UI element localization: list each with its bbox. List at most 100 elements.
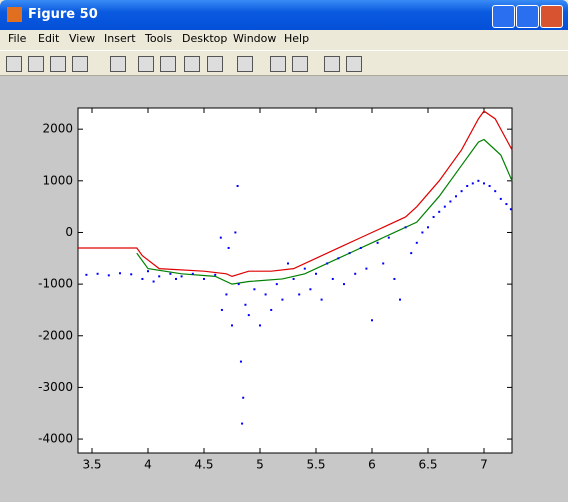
data-point <box>343 283 345 286</box>
y-tick-label: 2000 <box>42 122 73 136</box>
axes <box>77 107 513 454</box>
data-point <box>382 262 385 265</box>
data-point <box>387 236 390 239</box>
data-point <box>141 277 144 280</box>
tool-icon[interactable] <box>184 56 200 72</box>
data-point <box>309 288 312 291</box>
data-point <box>264 293 267 296</box>
data-point <box>119 272 121 275</box>
data-point <box>225 293 228 296</box>
tool-icon[interactable] <box>110 56 126 72</box>
data-point <box>354 272 357 275</box>
data-point <box>130 273 133 276</box>
data-point <box>180 275 183 278</box>
data-point <box>147 270 149 273</box>
data-point <box>219 236 222 239</box>
data-point <box>169 272 172 275</box>
data-point <box>315 272 317 275</box>
y-tick-label: -1000 <box>38 277 73 291</box>
tool-icon[interactable] <box>324 56 340 72</box>
menu-item[interactable]: Help <box>284 32 310 45</box>
data-point <box>410 252 413 255</box>
menu-item[interactable]: View <box>69 32 96 45</box>
menu-item[interactable]: Desktop <box>182 32 228 45</box>
data-point <box>152 280 155 283</box>
menu-item[interactable]: Tools <box>145 32 173 45</box>
tool-icon[interactable] <box>237 56 253 72</box>
x-tick-label: 4 <box>144 458 152 472</box>
data-point <box>241 422 244 425</box>
data-point <box>107 274 110 277</box>
window-title: Figure 50 <box>28 7 98 22</box>
data-point <box>253 288 256 291</box>
data-point <box>393 277 396 280</box>
data-point <box>231 324 233 327</box>
data-point <box>359 246 362 249</box>
y-tick-label: -4000 <box>38 432 73 446</box>
data-point <box>432 215 435 218</box>
menu-item[interactable]: File <box>8 32 27 45</box>
minimize-button[interactable] <box>492 5 515 28</box>
tool-icon[interactable] <box>292 56 308 72</box>
maximize-button[interactable] <box>516 5 539 28</box>
data-point <box>466 184 469 187</box>
data-point <box>415 241 418 244</box>
data-point <box>499 197 502 200</box>
data-point <box>270 308 273 311</box>
data-point <box>244 303 247 306</box>
menu-item[interactable]: Window <box>233 32 277 45</box>
data-point <box>175 277 177 280</box>
x-tick-label: 5 <box>256 458 264 472</box>
data-point <box>292 277 295 280</box>
data-point <box>247 314 250 317</box>
menu-item[interactable]: Edit <box>38 32 60 45</box>
y-tick-label: 1000 <box>42 173 73 187</box>
data-point <box>337 257 340 260</box>
data-point <box>483 182 485 185</box>
tool-icon[interactable] <box>346 56 362 72</box>
tool-icon[interactable] <box>270 56 286 72</box>
data-point <box>494 190 497 193</box>
data-point <box>275 283 278 286</box>
data-point <box>96 272 99 275</box>
data-point <box>371 319 373 322</box>
tool-icon[interactable] <box>207 56 223 72</box>
close-button[interactable] <box>540 5 563 28</box>
menu-item[interactable]: Insert <box>104 32 136 45</box>
x-tick-label: 6 <box>368 458 376 472</box>
tool-icon[interactable] <box>50 56 66 72</box>
data-point <box>281 298 284 301</box>
app-icon <box>7 7 22 22</box>
tool-icon[interactable] <box>28 56 44 72</box>
data-point <box>460 190 463 193</box>
data-point <box>331 277 334 280</box>
data-point <box>455 195 457 198</box>
data-point <box>287 262 289 265</box>
data-point <box>236 184 239 187</box>
figure-area: 3.5 4 4.5 5 5.5 6 6.5 7 -4000 -3000 -2000 -1000 0 100… <box>0 76 568 502</box>
data-point <box>421 231 424 234</box>
y-tick-label: 0 <box>65 225 73 239</box>
data-point <box>320 298 323 301</box>
data-point <box>348 252 351 255</box>
data-point <box>85 273 88 276</box>
y-tick-label: -2000 <box>38 328 73 342</box>
x-tick-label: 6.5 <box>418 458 437 472</box>
data-point <box>438 210 441 213</box>
data-point <box>477 179 480 182</box>
data-point <box>239 360 242 363</box>
data-point <box>399 298 401 301</box>
tool-icon[interactable] <box>138 56 154 72</box>
x-tick-label: 4.5 <box>194 458 213 472</box>
tool-icon[interactable] <box>6 56 22 72</box>
data-point <box>376 241 379 244</box>
data-point <box>471 182 474 185</box>
data-point <box>427 226 429 229</box>
data-point <box>203 277 205 280</box>
tool-icon[interactable] <box>160 56 176 72</box>
data-point <box>509 208 512 211</box>
tool-icon[interactable] <box>72 56 88 72</box>
x-tick-label: 7 <box>480 458 488 472</box>
x-tick-label: 5.5 <box>306 458 325 472</box>
